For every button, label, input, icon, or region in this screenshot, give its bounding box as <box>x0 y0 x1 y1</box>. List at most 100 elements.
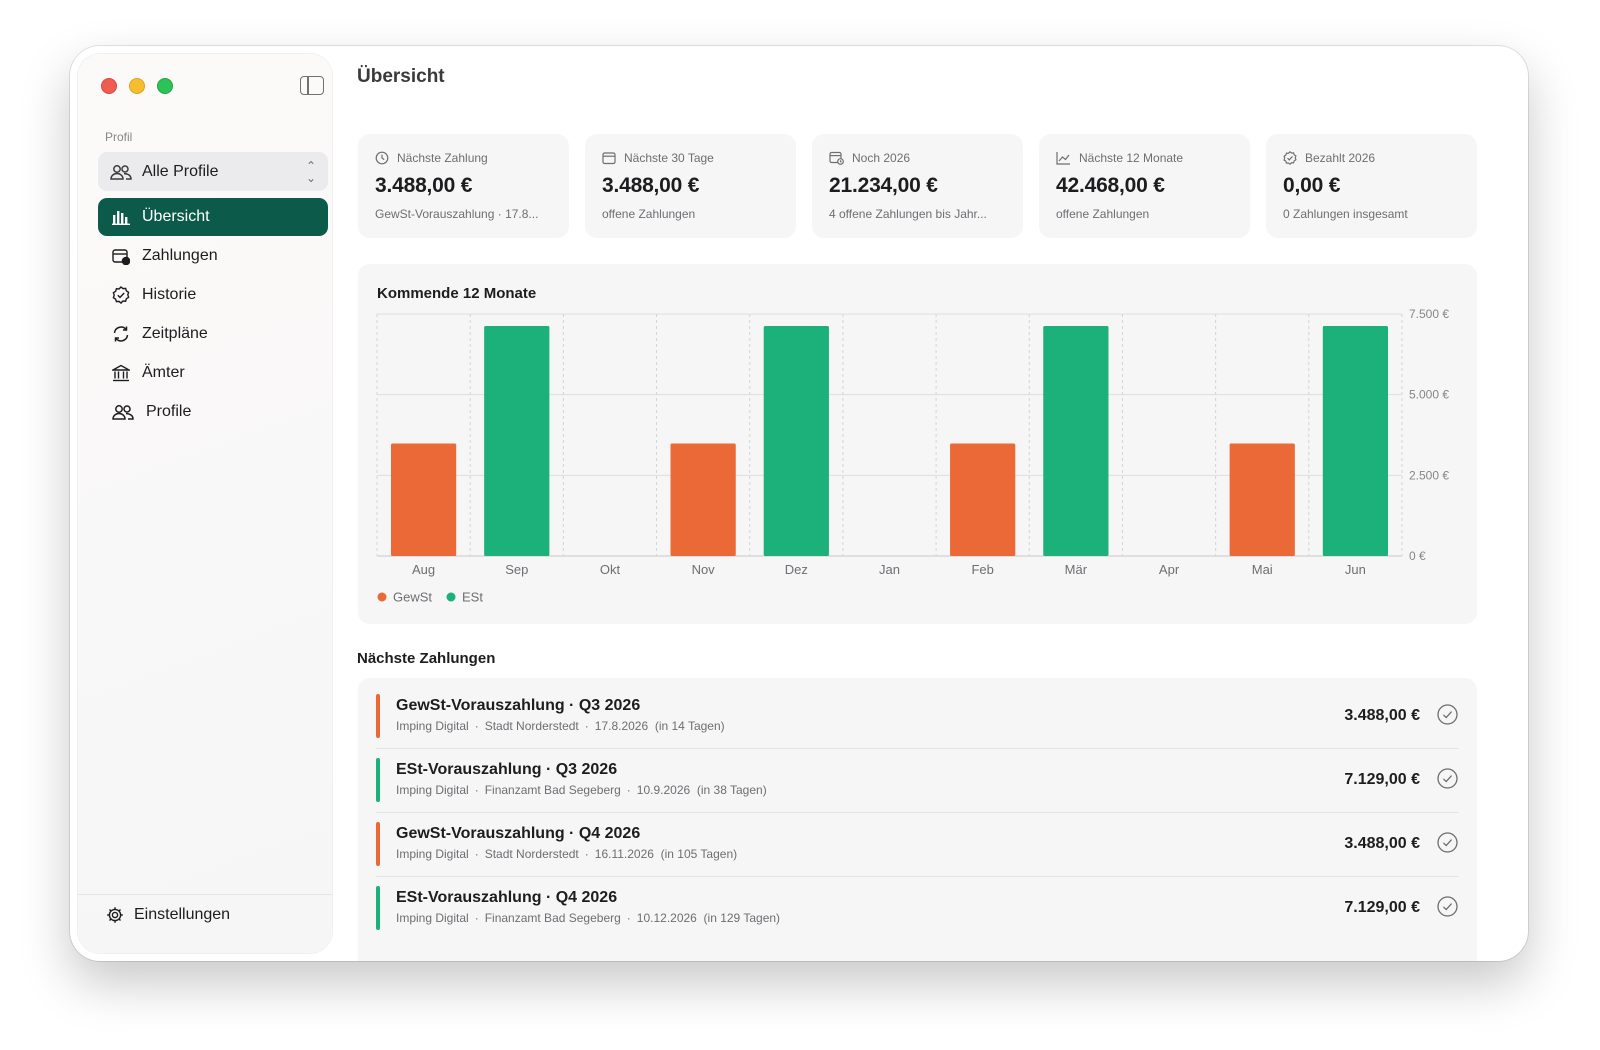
clock-icon <box>375 151 389 165</box>
chart-bar-icon <box>112 211 130 225</box>
bar-est <box>1322 325 1389 556</box>
calendar-clock-icon <box>112 248 130 265</box>
y-tick-label: 0 € <box>1409 549 1426 563</box>
payment-meta: Imping Digital · Finanzamt Bad Segeberg · 10… <box>396 783 767 797</box>
mark-paid-check-icon[interactable] <box>1437 768 1458 789</box>
sidebar-item-label: Profile <box>146 403 192 420</box>
payment-office: Finanzamt Bad Segeberg <box>484 911 621 925</box>
bar-est <box>1043 325 1109 556</box>
payment-profile: Imping Digital <box>396 847 469 861</box>
calendar-clock-icon <box>829 151 844 165</box>
row-divider <box>376 876 1458 877</box>
card-label: Noch 2026 <box>852 151 911 165</box>
y-tick-label: 7.500 € <box>1409 307 1449 321</box>
card-label: Nächste 12 Monate <box>1079 151 1184 165</box>
y-tick-label: 2.500 € <box>1409 468 1449 482</box>
payment-title: ESt-Vorauszahlung · Q3 2026 <box>396 761 618 778</box>
check-badge-icon <box>1283 151 1297 165</box>
card-value: 3.488,00 € <box>375 174 473 197</box>
x-tick-label: Sep <box>505 562 528 577</box>
x-tick-label: Jun <box>1345 562 1366 577</box>
payment-date: 10.9.2026 <box>636 783 691 797</box>
payment-profile: Imping Digital <box>396 911 469 925</box>
card-value: 21.234,00 € <box>829 174 938 197</box>
x-tick-label: Okt <box>600 562 621 577</box>
payment-due: (in 105 Tagen) <box>660 847 738 861</box>
mark-paid-check-icon[interactable] <box>1437 832 1458 853</box>
payment-row[interactable]: ESt-Vorauszahlung · Q4 2026 Imping Digit… <box>376 870 1458 934</box>
x-tick-label: Aug <box>412 562 435 577</box>
payment-office: Stadt Norderstedt <box>484 719 579 733</box>
bar-gewst <box>1229 443 1295 556</box>
card-sub: 0 Zahlungen insgesamt <box>1283 207 1408 221</box>
sidebar-toggle-icon[interactable] <box>300 76 324 95</box>
payment-due: (in 129 Tagen) <box>703 911 781 925</box>
payment-row[interactable]: GewSt-Vorauszahlung · Q4 2026 Imping Dig… <box>376 806 1458 870</box>
payment-due: (in 38 Tagen) <box>696 783 767 797</box>
row-divider <box>376 748 1458 749</box>
sidebar-item-zahlungen[interactable]: Zahlungen <box>98 237 328 275</box>
card-paid-2026: Bezahlt 2026 0,00 € 0 Zahlungen insgesam… <box>1266 134 1477 238</box>
payment-title: GewSt-Vorauszahlung · Q3 2026 <box>396 697 641 714</box>
upcoming-payments-title: Nächste Zahlungen <box>357 650 496 667</box>
people-icon <box>112 405 134 420</box>
sidebar-divider <box>78 894 332 895</box>
card-next-30-days: Nächste 30 Tage 3.488,00 € offene Zahlun… <box>585 134 796 238</box>
payment-meta: Imping Digital · Stadt Norderstedt · 17.8.20… <box>396 719 725 733</box>
upcoming-chart: 0 € 2.500 € 5.000 € 7.500 € Aug Sep Okt Nov Dez J… <box>376 307 1449 605</box>
payment-date: 10.12.2026 <box>636 911 697 925</box>
payment-amount: 3.488,00 € <box>1344 835 1420 852</box>
payment-profile: Imping Digital <box>396 719 469 733</box>
row-divider <box>376 812 1458 813</box>
refresh-icon <box>113 326 129 342</box>
page-title: Übersicht <box>357 66 445 87</box>
settings-button[interactable]: Einstellungen <box>106 906 230 924</box>
card-label: Nächste Zahlung <box>397 151 488 165</box>
bar-gewst <box>950 443 1016 556</box>
payment-type-indicator <box>376 886 380 930</box>
payment-due: (in 14 Tagen) <box>654 719 725 733</box>
minimize-window-button[interactable] <box>129 78 145 94</box>
bar-gewst <box>390 443 457 556</box>
payment-type-indicator <box>376 822 380 866</box>
sidebar-item-label: Übersicht <box>142 208 210 225</box>
main-content: Übersicht Nächste Zahlung 3.488,00 € Gew… <box>340 46 1528 961</box>
payment-date: 16.11.2026 <box>594 847 654 861</box>
check-badge-icon <box>112 286 130 304</box>
sidebar-item-label: Ämter <box>142 364 185 381</box>
close-window-button[interactable] <box>101 78 117 94</box>
sidebar-item-uebersicht[interactable]: Übersicht <box>98 198 328 236</box>
payment-amount: 7.129,00 € <box>1344 899 1420 916</box>
card-value: 0,00 € <box>1283 174 1341 197</box>
summary-cards: Nächste Zahlung 3.488,00 € GewSt-Vorausz… <box>358 134 1477 238</box>
legend-label: GewSt <box>393 590 432 605</box>
sidebar-item-profile[interactable]: Profile <box>98 393 328 431</box>
chart-panel: Kommende 12 Monate 0 € 2.500 € 5.000 € 7.50… <box>358 264 1477 624</box>
payment-meta: Imping Digital · Stadt Norderstedt · 16.11.2… <box>396 847 738 861</box>
x-tick-label: Feb <box>971 562 993 577</box>
card-next-payment: Nächste Zahlung 3.488,00 € GewSt-Vorausz… <box>358 134 569 238</box>
payment-office: Finanzamt Bad Segeberg <box>484 783 621 797</box>
x-tick-label: Mai <box>1252 562 1273 577</box>
sidebar-item-label: Zahlungen <box>142 247 218 264</box>
bar-est <box>484 325 550 556</box>
payment-type-indicator <box>376 758 380 802</box>
settings-label: Einstellungen <box>134 906 231 923</box>
chart-title: Kommende 12 Monate <box>377 285 537 302</box>
profile-select[interactable]: Alle Profile ⌃ ⌄ <box>98 152 328 191</box>
mark-paid-check-icon[interactable] <box>1437 704 1458 725</box>
zoom-window-button[interactable] <box>157 78 173 94</box>
sidebar-item-historie[interactable]: Historie <box>98 276 328 314</box>
card-rest-2026: Noch 2026 21.234,00 € 4 offene Zahlungen… <box>812 134 1023 238</box>
payment-office: Stadt Norderstedt <box>484 847 579 861</box>
mark-paid-check-icon[interactable] <box>1437 896 1458 917</box>
profile-select-value: Alle Profile <box>142 162 219 180</box>
payment-amount: 3.488,00 € <box>1344 707 1420 724</box>
payment-amount: 7.129,00 € <box>1344 771 1420 788</box>
payment-row[interactable]: GewSt-Vorauszahlung · Q3 2026 Imping Dig… <box>376 678 1458 742</box>
sidebar-item-aemter[interactable]: Ämter <box>98 354 328 392</box>
card-sub: offene Zahlungen <box>1056 207 1150 221</box>
payment-row[interactable]: ESt-Vorauszahlung · Q3 2026 Imping Digit… <box>376 742 1458 806</box>
sidebar-item-zeitplaene[interactable]: Zeitpläne <box>98 315 328 353</box>
card-sub: 4 offene Zahlungen bis Jahr... <box>829 207 987 221</box>
